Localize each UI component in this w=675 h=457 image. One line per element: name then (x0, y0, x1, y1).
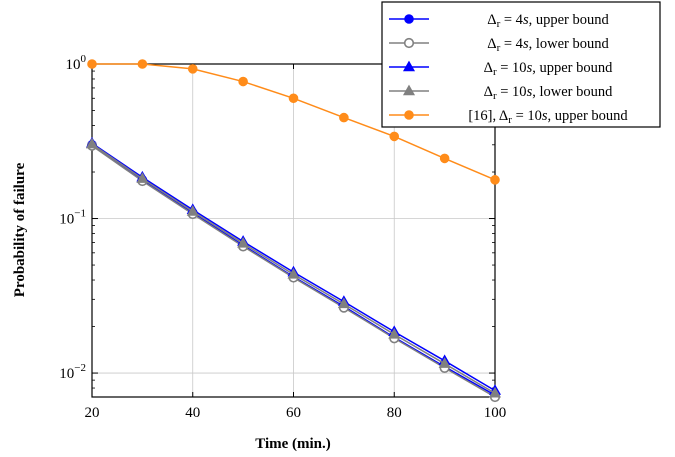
y-axis-title: Probability of failure (12, 162, 28, 297)
legend: Δr = 4s, upper bound Δr = 4s, lower bound… (382, 2, 660, 127)
data-point (188, 65, 197, 74)
x-axis-title: Time (min.) (255, 436, 331, 452)
legend-label: Δr = 4s, upper bound (487, 12, 609, 30)
x-tick-label: 100 (484, 405, 507, 421)
data-point (138, 60, 147, 69)
data-point (289, 94, 298, 103)
y-tick-label: 10−2 (59, 362, 86, 382)
legend-marker (405, 39, 414, 48)
x-tick-label: 40 (185, 405, 200, 421)
legend-label: Δr = 10s, upper bound (484, 60, 613, 78)
x-tick-label: 80 (387, 405, 402, 421)
data-point (88, 60, 97, 69)
y-tick-label: 10−1 (59, 208, 86, 228)
y-tick-label: 100 (66, 53, 87, 73)
legend-marker (405, 111, 414, 120)
data-point (440, 154, 449, 163)
data-point (390, 132, 399, 141)
x-tick-label: 60 (286, 405, 301, 421)
data-point (239, 77, 248, 86)
legend-label: [16], Δr = 10s, upper bound (468, 108, 628, 126)
x-tick-label: 20 (85, 405, 100, 421)
legend-marker (405, 15, 414, 24)
data-point (491, 176, 500, 185)
legend-label: Δr = 10s, lower bound (484, 84, 613, 102)
legend-label: Δr = 4s, lower bound (487, 36, 609, 54)
data-point (340, 113, 349, 122)
